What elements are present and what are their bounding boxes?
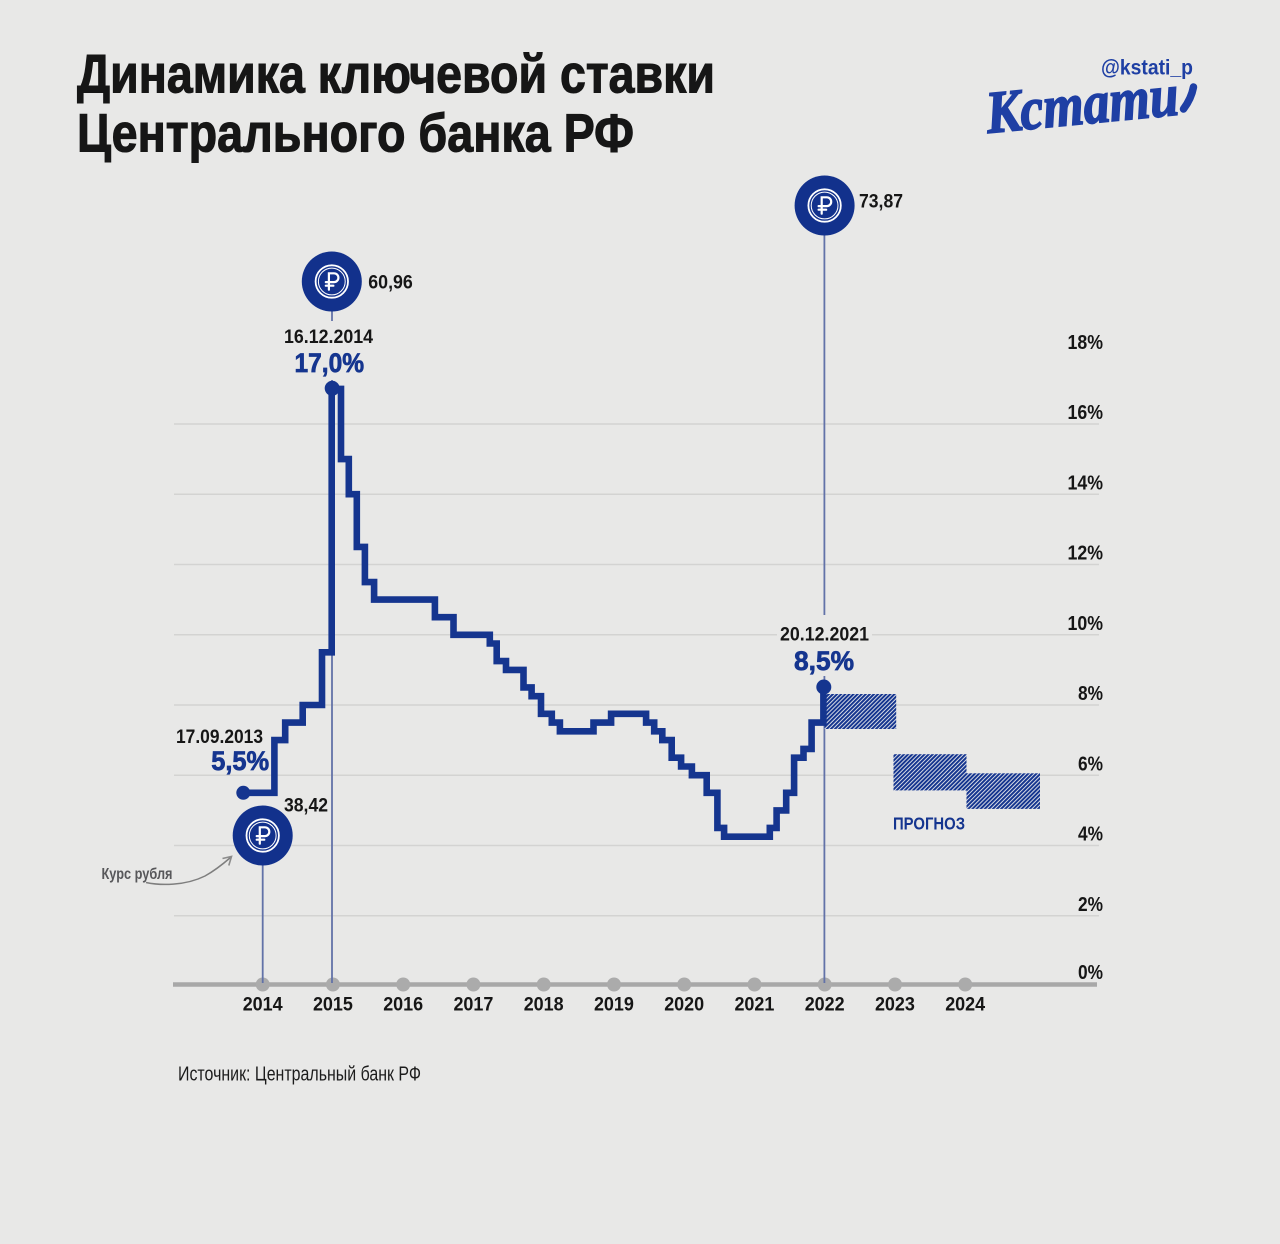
- svg-text:2023: 2023: [875, 994, 915, 1016]
- svg-text:2017: 2017: [453, 994, 493, 1016]
- svg-text:Центрального банка РФ: Центрального банка РФ: [77, 104, 634, 164]
- svg-text:2020: 2020: [664, 994, 704, 1016]
- svg-text:8,5%: 8,5%: [794, 646, 854, 676]
- svg-text:16%: 16%: [1068, 402, 1104, 424]
- svg-text:4%: 4%: [1078, 824, 1103, 846]
- svg-text:2018: 2018: [524, 994, 564, 1016]
- svg-text:2014: 2014: [243, 994, 283, 1016]
- svg-text:18%: 18%: [1068, 332, 1104, 354]
- svg-text:6%: 6%: [1078, 753, 1103, 775]
- svg-text:60,96: 60,96: [368, 273, 413, 294]
- svg-text:17,0%: 17,0%: [295, 348, 365, 378]
- svg-text:2019: 2019: [594, 994, 634, 1016]
- svg-text:Динамика ключевой ставки: Динамика ключевой ставки: [77, 45, 715, 105]
- svg-text:Курс рубля: Курс рубля: [102, 866, 173, 883]
- svg-text:2%: 2%: [1078, 894, 1103, 916]
- svg-text:2015: 2015: [313, 994, 353, 1016]
- svg-text:10%: 10%: [1068, 613, 1104, 635]
- svg-text:ПРОГНОЗ: ПРОГНОЗ: [893, 814, 965, 834]
- svg-text:17.09.2013: 17.09.2013: [176, 727, 263, 748]
- svg-text:Источник: Центральный банк РФ: Источник: Центральный банк РФ: [178, 1063, 421, 1086]
- svg-text:14%: 14%: [1068, 472, 1104, 494]
- svg-text:@kstati_p: @kstati_p: [1101, 56, 1193, 80]
- svg-text:12%: 12%: [1068, 543, 1104, 565]
- svg-text:5,5%: 5,5%: [211, 746, 269, 776]
- svg-text:2016: 2016: [383, 994, 423, 1016]
- svg-text:16.12.2014: 16.12.2014: [284, 327, 373, 348]
- svg-text:0%: 0%: [1078, 962, 1103, 984]
- svg-text:2022: 2022: [805, 994, 845, 1016]
- svg-text:2021: 2021: [734, 994, 774, 1016]
- svg-text:73,87: 73,87: [859, 192, 903, 213]
- svg-text:2024: 2024: [945, 994, 985, 1016]
- svg-text:38,42: 38,42: [284, 796, 328, 817]
- svg-text:20.12.2021: 20.12.2021: [780, 624, 869, 645]
- svg-text:8%: 8%: [1078, 683, 1103, 705]
